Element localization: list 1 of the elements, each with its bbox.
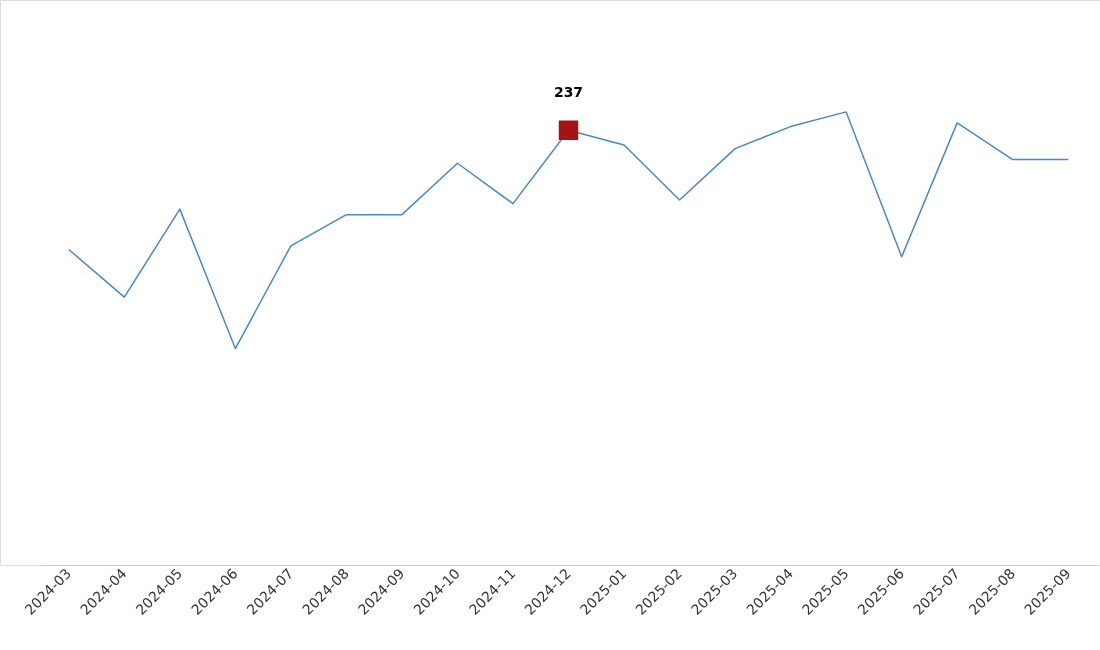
data-label: 237 (553, 84, 584, 101)
